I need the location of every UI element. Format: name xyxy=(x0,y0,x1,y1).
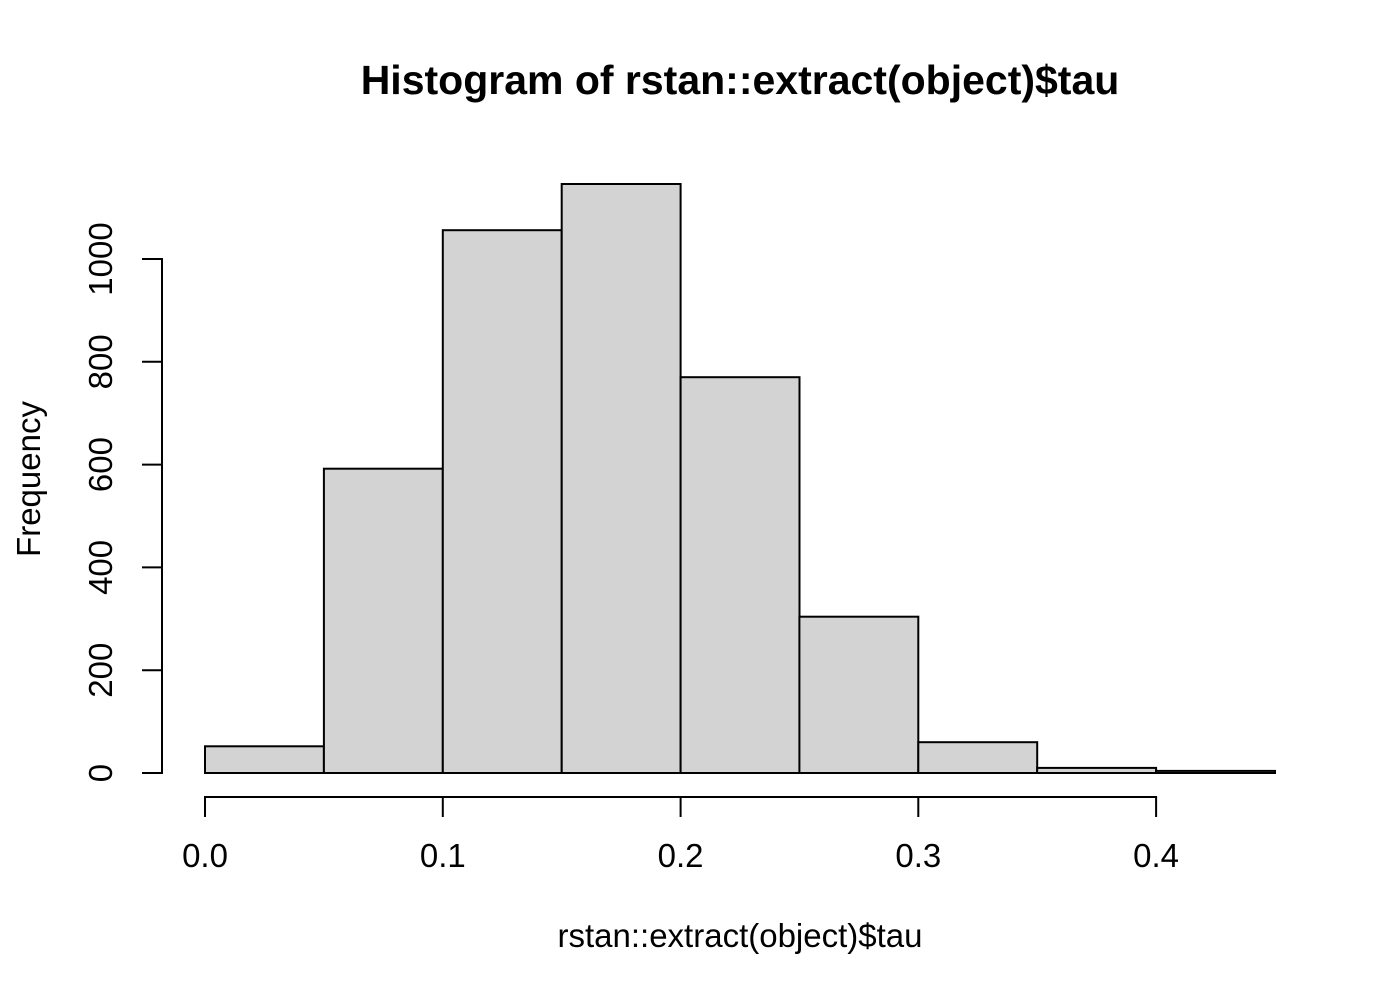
histogram-bar xyxy=(1036,766,1158,775)
histogram-bar xyxy=(441,229,563,774)
y-tick-label: 400 xyxy=(82,540,119,595)
histogram-bar xyxy=(679,376,801,774)
histogram-bar xyxy=(798,615,920,775)
x-axis-label: rstan::extract(object)$tau xyxy=(558,917,923,954)
histogram-bars xyxy=(204,183,1276,775)
histogram-bar xyxy=(917,741,1039,775)
x-tick-label: 0.4 xyxy=(1133,837,1179,874)
x-tick-label: 0.2 xyxy=(658,837,704,874)
y-tick-label: 800 xyxy=(82,334,119,389)
y-tick-label: 0 xyxy=(82,764,119,782)
y-tick-label: 600 xyxy=(82,437,119,492)
histogram-bar xyxy=(1155,769,1276,775)
histogram-bar xyxy=(560,183,682,774)
y-axis-label: Frequency xyxy=(10,401,47,557)
histogram-bar xyxy=(204,745,325,774)
histogram-bar xyxy=(322,467,444,774)
y-tick-label: 1000 xyxy=(82,222,119,295)
plot-axes: 0 200 400 600 800 1000 0.0 0.1 0.2 0.3 0.4 xyxy=(82,222,1179,874)
y-tick-label: 200 xyxy=(82,643,119,698)
x-tick-label: 0.3 xyxy=(895,837,941,874)
chart-title: Histogram of rstan::extract(object)$tau xyxy=(361,57,1120,103)
x-tick-label: 0.1 xyxy=(420,837,466,874)
x-tick-label: 0.0 xyxy=(182,837,228,874)
